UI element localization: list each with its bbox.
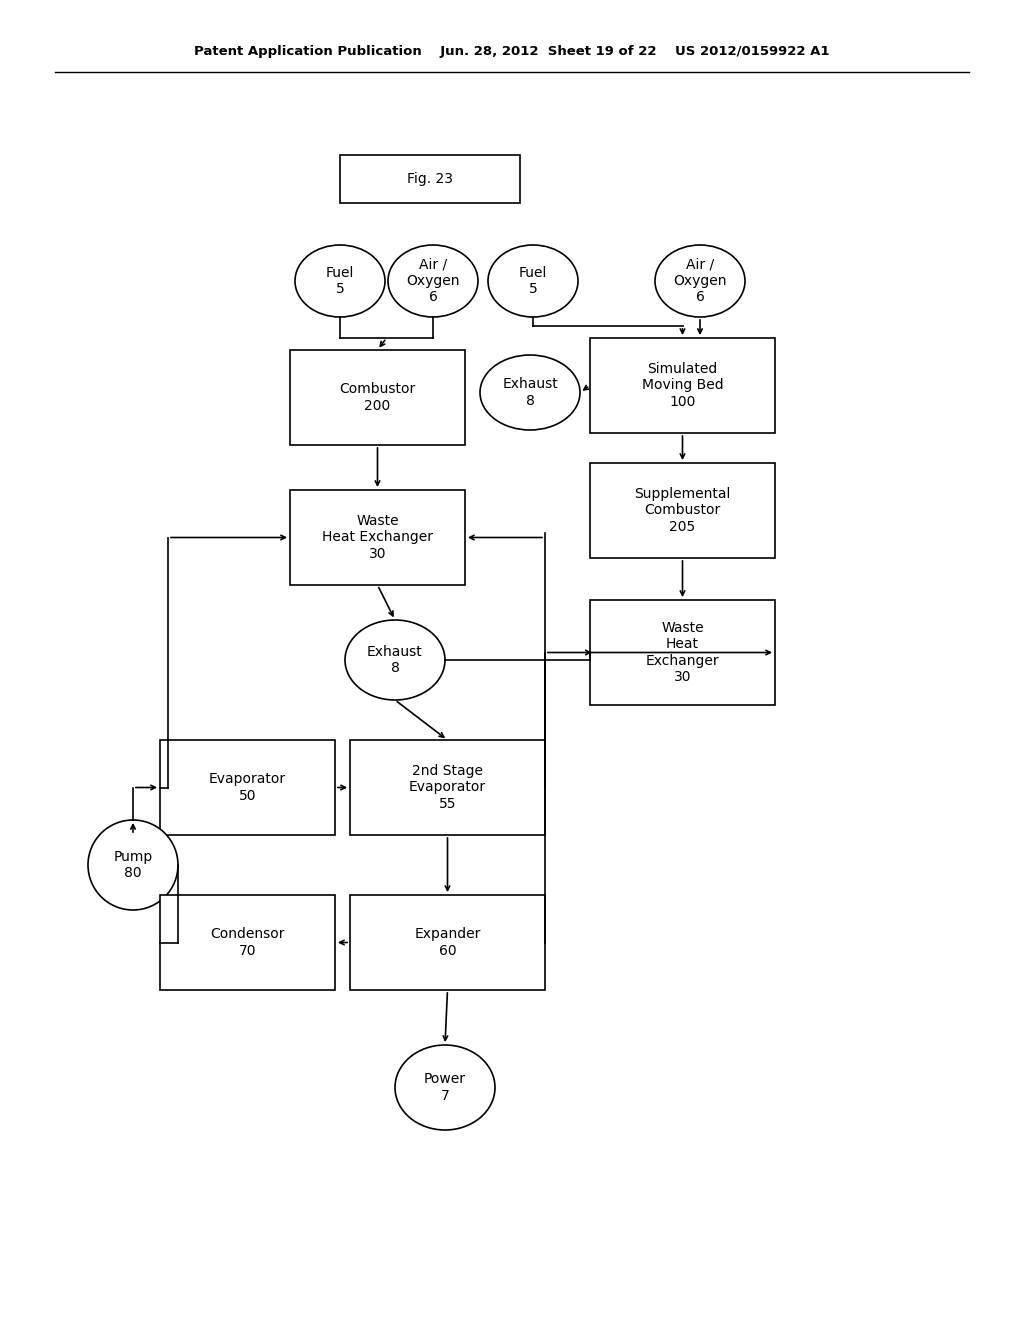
Bar: [590, 463, 775, 558]
Text: Combustor
200: Combustor 200: [339, 383, 416, 413]
Text: Expander
60: Expander 60: [415, 928, 480, 957]
Text: Pump
80: Pump 80: [114, 850, 153, 880]
Text: Evaporator
50: Evaporator 50: [209, 772, 286, 803]
Text: Waste
Heat Exchanger
30: Waste Heat Exchanger 30: [322, 515, 433, 561]
Bar: [160, 895, 335, 990]
Ellipse shape: [295, 246, 385, 317]
Text: Exhaust
8: Exhaust 8: [502, 378, 558, 408]
Text: Simulated
Moving Bed
100: Simulated Moving Bed 100: [642, 362, 723, 409]
Text: Fig. 23: Fig. 23: [407, 172, 453, 186]
Bar: [290, 350, 465, 445]
Bar: [160, 741, 335, 836]
Bar: [590, 601, 775, 705]
Text: Power
7: Power 7: [424, 1072, 466, 1102]
Ellipse shape: [488, 246, 578, 317]
Text: 2nd Stage
Evaporator
55: 2nd Stage Evaporator 55: [409, 764, 486, 810]
Bar: [290, 490, 465, 585]
Bar: [350, 895, 545, 990]
Text: Exhaust
8: Exhaust 8: [368, 645, 423, 675]
Text: Fuel
5: Fuel 5: [519, 265, 547, 296]
Text: Supplemental
Combustor
205: Supplemental Combustor 205: [634, 487, 731, 533]
Bar: [590, 338, 775, 433]
Ellipse shape: [345, 620, 445, 700]
Ellipse shape: [88, 820, 178, 909]
Ellipse shape: [655, 246, 745, 317]
Text: Air /
Oxygen
6: Air / Oxygen 6: [673, 257, 727, 304]
Ellipse shape: [480, 355, 580, 430]
Text: Air /
Oxygen
6: Air / Oxygen 6: [407, 257, 460, 304]
Ellipse shape: [388, 246, 478, 317]
Ellipse shape: [395, 1045, 495, 1130]
Bar: [350, 741, 545, 836]
Bar: [340, 154, 520, 203]
Text: Condensor
70: Condensor 70: [210, 928, 285, 957]
Text: Patent Application Publication    Jun. 28, 2012  Sheet 19 of 22    US 2012/01599: Patent Application Publication Jun. 28, …: [195, 45, 829, 58]
Text: Waste
Heat
Exchanger
30: Waste Heat Exchanger 30: [646, 622, 719, 684]
Text: Fuel
5: Fuel 5: [326, 265, 354, 296]
